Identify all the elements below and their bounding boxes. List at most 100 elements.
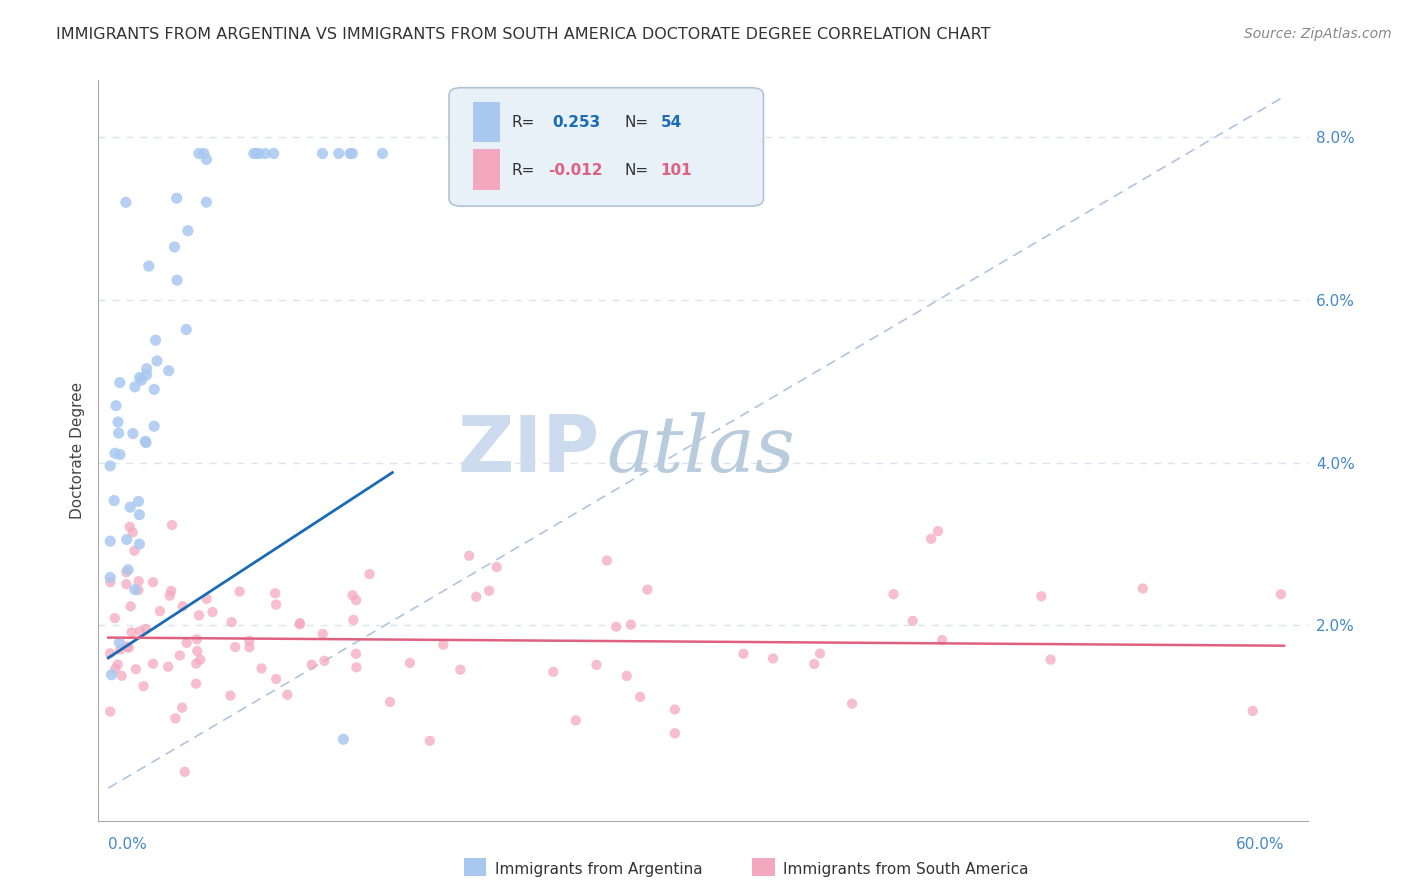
Point <box>117 563 139 577</box>
Point <box>115 565 138 579</box>
Point <box>118 520 141 534</box>
Point <box>628 690 651 704</box>
Point <box>931 633 953 648</box>
Point <box>108 635 131 649</box>
Point <box>166 273 188 287</box>
Point <box>118 640 141 655</box>
Point <box>419 734 441 748</box>
Point <box>98 646 121 660</box>
Point <box>105 399 128 413</box>
Y-axis label: Doctorate Degree: Doctorate Degree <box>69 382 84 519</box>
Point <box>1039 652 1062 666</box>
Text: atlas: atlas <box>606 412 794 489</box>
Point <box>803 657 825 671</box>
Point <box>104 611 127 625</box>
Point <box>172 599 194 614</box>
Point <box>432 638 454 652</box>
Point <box>264 672 287 686</box>
Point <box>238 640 260 655</box>
Point <box>110 642 132 657</box>
Point <box>238 633 260 648</box>
Point <box>585 657 607 672</box>
Point <box>128 370 150 384</box>
Point <box>108 376 131 390</box>
Point <box>1270 587 1292 601</box>
Point <box>131 373 153 387</box>
Point <box>127 494 149 508</box>
Point <box>98 575 121 590</box>
Point <box>449 663 471 677</box>
Point <box>264 586 287 600</box>
Text: 54: 54 <box>661 115 682 130</box>
Point <box>762 651 785 665</box>
Text: 0.0%: 0.0% <box>108 837 148 852</box>
Point <box>221 615 243 629</box>
Point <box>733 647 755 661</box>
Point <box>188 608 211 623</box>
Point <box>342 146 364 161</box>
Point <box>1241 704 1264 718</box>
Point <box>1132 582 1154 596</box>
Point <box>125 662 148 676</box>
Point <box>399 656 422 670</box>
Point <box>163 240 186 254</box>
Point <box>98 570 121 584</box>
Point <box>485 560 508 574</box>
Point <box>98 458 121 473</box>
Point <box>111 669 134 683</box>
Point <box>314 654 336 668</box>
Point <box>219 689 242 703</box>
Point <box>312 627 335 641</box>
Point <box>344 647 367 661</box>
Point <box>124 380 146 394</box>
Point <box>276 688 298 702</box>
Point <box>193 146 215 161</box>
Point <box>128 624 150 639</box>
Point <box>188 652 211 666</box>
Bar <box>474 102 501 143</box>
Point <box>288 616 311 631</box>
Point <box>195 591 218 606</box>
Point <box>359 567 381 582</box>
Point <box>187 146 209 161</box>
Point <box>201 605 224 619</box>
Point <box>176 636 198 650</box>
Point <box>195 153 218 167</box>
Point <box>636 582 658 597</box>
Point <box>342 588 364 602</box>
Text: ZIP: ZIP <box>458 412 600 489</box>
Point <box>135 361 157 376</box>
Point <box>103 493 125 508</box>
Point <box>115 533 138 547</box>
Point <box>128 508 150 522</box>
Point <box>378 695 401 709</box>
Point <box>160 583 183 598</box>
Point <box>143 382 166 396</box>
Point <box>927 524 949 538</box>
FancyBboxPatch shape <box>449 87 763 206</box>
Point <box>138 259 160 273</box>
Point <box>117 640 139 654</box>
Text: R=: R= <box>512 115 536 130</box>
Point <box>288 617 311 632</box>
Point <box>458 549 481 563</box>
Point <box>250 661 273 675</box>
Point <box>108 448 131 462</box>
Text: IMMIGRANTS FROM ARGENTINA VS IMMIGRANTS FROM SOUTH AMERICA DOCTORATE DEGREE CORR: IMMIGRANTS FROM ARGENTINA VS IMMIGRANTS … <box>56 27 991 42</box>
Point <box>115 577 138 591</box>
Point <box>135 622 157 636</box>
Point <box>121 525 143 540</box>
Point <box>177 224 200 238</box>
Point <box>1031 590 1053 604</box>
Point <box>342 613 364 627</box>
Point <box>166 191 188 205</box>
Point <box>160 518 183 533</box>
Point <box>344 593 367 607</box>
Point <box>124 543 146 558</box>
Point <box>172 700 194 714</box>
Text: Immigrants from South America: Immigrants from South America <box>783 863 1029 877</box>
Point <box>173 764 195 779</box>
Point <box>135 368 157 382</box>
Point <box>120 599 142 614</box>
Point <box>184 676 207 690</box>
